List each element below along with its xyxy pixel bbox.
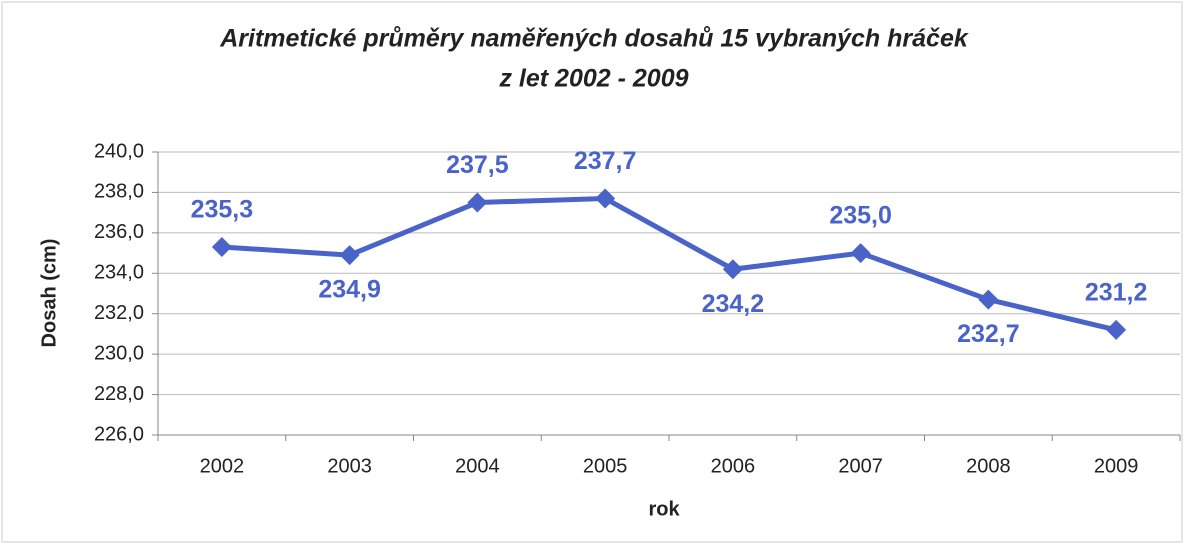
series-line [221, 195, 1117, 333]
data-label: 237,7 [574, 147, 637, 175]
y-axis-title: Dosah (cm) [38, 239, 60, 348]
y-tick-label: 240,0 [94, 140, 144, 162]
data-label: 232,7 [957, 320, 1020, 348]
marker [211, 237, 232, 258]
data-label: 235,3 [191, 196, 254, 224]
x-tick-label: 2002 [200, 455, 245, 477]
y-tick-label: 230,0 [94, 342, 144, 364]
chart-title: Aritmetické průměry naměřených dosahů 15… [219, 25, 969, 53]
data-label: 235,0 [829, 202, 892, 230]
x-tick-label: 2007 [838, 455, 883, 477]
marker [978, 289, 999, 310]
marker [1106, 319, 1127, 340]
x-tick-label: 2004 [455, 455, 500, 477]
data-label: 234,9 [318, 276, 381, 304]
marker [722, 259, 743, 280]
x-tick-label: 2005 [583, 455, 628, 477]
y-tick-label: 226,0 [94, 423, 144, 445]
x-tick-label: 2003 [327, 455, 372, 477]
x-tick-label: 2006 [711, 455, 756, 477]
data-label: 234,2 [702, 290, 765, 318]
data-label: 231,2 [1085, 278, 1148, 306]
marker [595, 188, 616, 209]
y-tick-label: 238,0 [94, 181, 144, 203]
marker [339, 245, 360, 266]
marker [850, 243, 871, 264]
x-tick-label: 2009 [1094, 455, 1139, 477]
y-tick-label: 232,0 [94, 302, 144, 324]
y-tick-label: 236,0 [94, 221, 144, 243]
x-tick-label: 2008 [966, 455, 1011, 477]
marker [467, 192, 488, 213]
chart-title: z let 2002 - 2009 [498, 65, 688, 93]
y-tick-label: 234,0 [94, 262, 144, 284]
y-tick-label: 228,0 [94, 383, 144, 405]
data-label: 237,5 [446, 151, 509, 179]
x-axis-title: rok [648, 498, 680, 520]
